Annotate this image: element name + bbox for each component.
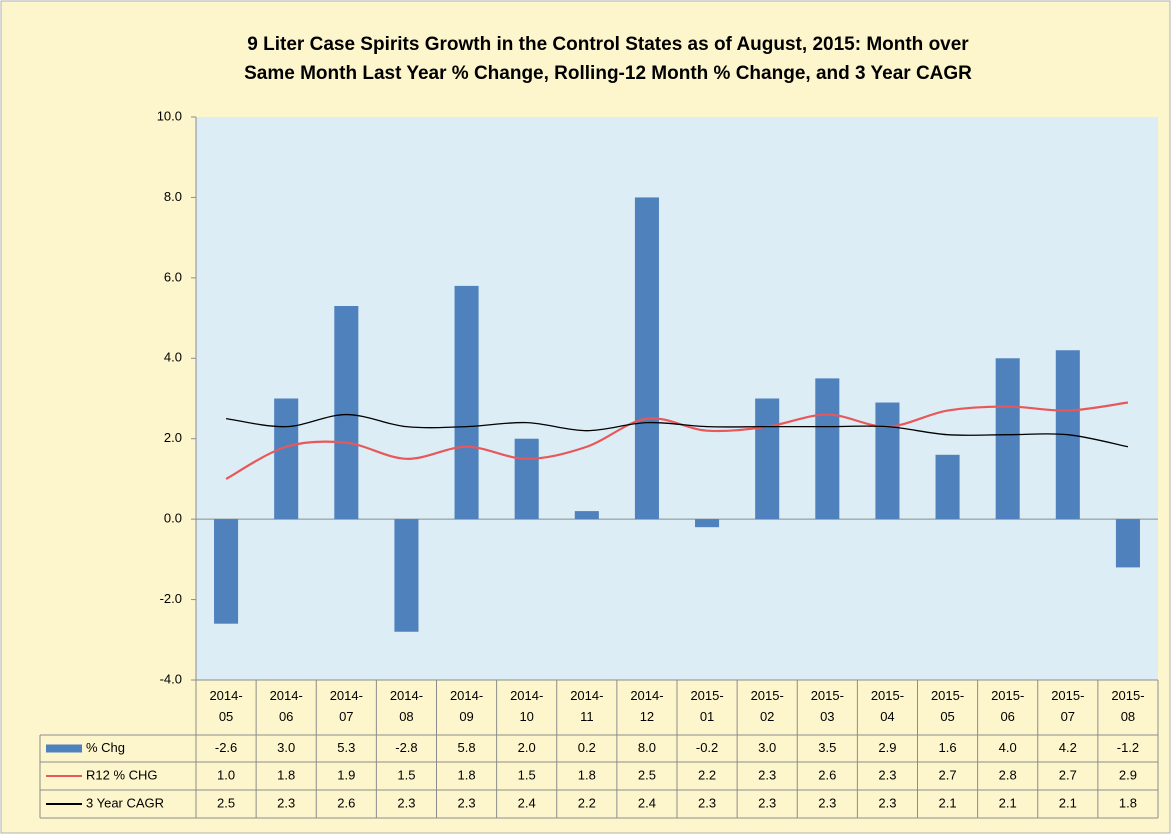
bar — [875, 402, 900, 520]
line — [225, 401, 1129, 480]
table-value: 2.3 — [758, 795, 776, 810]
table-value: 2.2 — [578, 795, 596, 810]
bar — [1115, 519, 1140, 568]
y-tick-label: 10.0 — [157, 108, 182, 123]
x-tick-label: 2014-09 — [450, 688, 483, 724]
table-value: 8.0 — [638, 740, 656, 755]
table-value: -0.2 — [696, 740, 718, 755]
table-value: 3.0 — [277, 740, 295, 755]
table-value: 2.1 — [999, 795, 1017, 810]
table-value: 1.0 — [217, 767, 235, 782]
table-value: 2.3 — [818, 795, 836, 810]
table-value: 2.3 — [458, 795, 476, 810]
table-value: 2.3 — [758, 767, 776, 782]
table-value: 1.8 — [458, 767, 476, 782]
x-tick-label: 2014-10 — [510, 688, 543, 724]
table-value: 2.5 — [638, 767, 656, 782]
legend-label: 3 Year CAGR — [86, 795, 164, 810]
table-value: 3.0 — [758, 740, 776, 755]
table-value: 2.4 — [518, 795, 536, 810]
y-tick-label: 8.0 — [164, 189, 182, 204]
table-value: -1.2 — [1117, 740, 1139, 755]
bar — [755, 398, 780, 520]
bar — [334, 306, 359, 520]
y-tick-label: -4.0 — [160, 671, 182, 686]
table-value: 2.2 — [698, 767, 716, 782]
table-value: 2.5 — [217, 795, 235, 810]
bar — [574, 511, 599, 520]
bar — [634, 197, 659, 520]
legend-key — [46, 744, 82, 753]
table-value: 2.9 — [1119, 767, 1137, 782]
table-value: 2.7 — [1059, 767, 1077, 782]
bar — [935, 454, 960, 520]
table-value: 1.5 — [397, 767, 415, 782]
y-tick-label: 6.0 — [164, 269, 182, 284]
table-value: 2.8 — [999, 767, 1017, 782]
table-value: 1.5 — [518, 767, 536, 782]
table-value: 5.8 — [458, 740, 476, 755]
table-value: 1.9 — [337, 767, 355, 782]
bar — [454, 285, 479, 520]
x-tick-label: 2015-03 — [811, 688, 844, 724]
table-value: 2.3 — [277, 795, 295, 810]
chart-title: 9 Liter Case Spirits Growth in the Contr… — [247, 34, 969, 55]
legend-label: % Chg — [86, 740, 125, 755]
table-value: 3.5 — [818, 740, 836, 755]
bar — [214, 519, 239, 624]
table-value: 5.3 — [337, 740, 355, 755]
x-tick-label: 2014-11 — [570, 688, 603, 724]
table-value: 2.3 — [698, 795, 716, 810]
table-value: 2.6 — [337, 795, 355, 810]
table-value: -2.8 — [395, 740, 417, 755]
table-value: -2.6 — [215, 740, 237, 755]
bar — [695, 519, 720, 528]
table-value: 4.0 — [999, 740, 1017, 755]
table-value: 1.8 — [578, 767, 596, 782]
table-value: 2.4 — [638, 795, 656, 810]
x-tick-label: 2015-01 — [690, 688, 723, 724]
table-value: 2.6 — [818, 767, 836, 782]
table-value: 2.9 — [878, 740, 896, 755]
bar — [394, 519, 419, 632]
x-tick-label: 2014-08 — [390, 688, 423, 724]
table-value: 2.3 — [397, 795, 415, 810]
bar — [274, 398, 299, 520]
y-tick-label: 0.0 — [164, 511, 182, 526]
table-value: 2.1 — [1059, 795, 1077, 810]
x-tick-label: 2014-05 — [209, 688, 242, 724]
x-tick-label: 2015-06 — [991, 688, 1024, 724]
x-tick-label: 2015-02 — [751, 688, 784, 724]
x-tick-label: 2015-08 — [1111, 688, 1144, 724]
bar — [815, 378, 840, 520]
x-tick-label: 2014-07 — [330, 688, 363, 724]
x-tick-label: 2014-12 — [630, 688, 663, 724]
table-value: 2.3 — [878, 795, 896, 810]
y-tick-label: 2.0 — [164, 430, 182, 445]
x-tick-label: 2015-07 — [1051, 688, 1084, 724]
chart-title: Same Month Last Year % Change, Rolling-1… — [244, 63, 972, 84]
table-value: 2.7 — [939, 767, 957, 782]
x-tick-label: 2015-04 — [871, 688, 904, 724]
bar — [514, 438, 539, 520]
x-tick-label: 2015-05 — [931, 688, 964, 724]
x-tick-label: 2014-06 — [270, 688, 303, 724]
line — [225, 413, 1129, 448]
table-value: 1.8 — [277, 767, 295, 782]
legend-label: R12 % CHG — [86, 767, 158, 782]
table-value: 1.8 — [1119, 795, 1137, 810]
table-value: 4.2 — [1059, 740, 1077, 755]
table-value: 2.1 — [939, 795, 957, 810]
table-value: 2.0 — [518, 740, 536, 755]
table-value: 1.6 — [939, 740, 957, 755]
y-tick-label: 4.0 — [164, 350, 182, 365]
table-value: 0.2 — [578, 740, 596, 755]
y-tick-label: -2.0 — [160, 591, 182, 606]
table-value: 2.3 — [878, 767, 896, 782]
bar — [995, 358, 1020, 520]
